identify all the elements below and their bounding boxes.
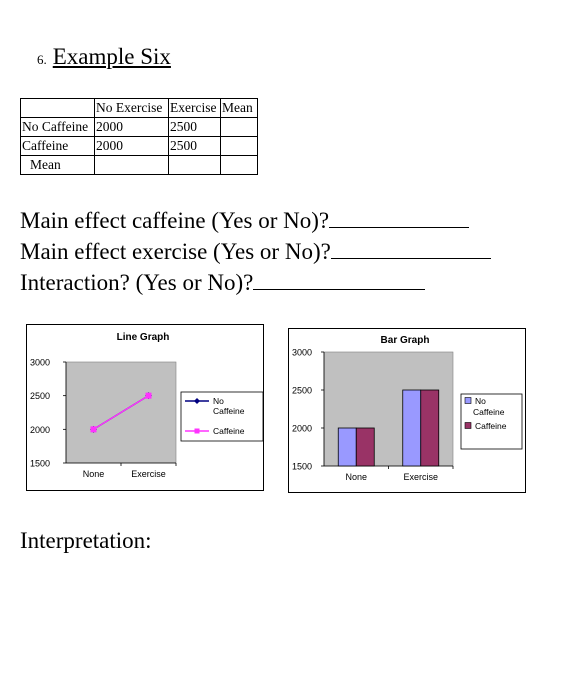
answer-blank[interactable] bbox=[329, 206, 470, 228]
x-tick-label: Exercise bbox=[403, 472, 438, 482]
x-tick-label: None bbox=[83, 469, 105, 479]
y-tick-label: 3000 bbox=[292, 348, 312, 358]
table-row-label: Caffeine bbox=[20, 136, 95, 156]
legend-label: Caffeine bbox=[213, 426, 245, 436]
table-cell: 2500 bbox=[168, 117, 221, 137]
table-header-row: No Exercise Exercise Mean bbox=[20, 98, 258, 118]
bar-graph: Bar Graph 1500 2000 2500 3000 None Exercise No… bbox=[288, 328, 526, 493]
series-line bbox=[93, 395, 149, 430]
interpretation-label: Interpretation: bbox=[20, 528, 152, 553]
line-graph-svg: Line Graph 1500 2000 2500 3000 None Exercise N… bbox=[26, 324, 264, 491]
x-tick-label: None bbox=[345, 472, 367, 482]
bar bbox=[337, 427, 357, 467]
question-item: Interaction? (Yes or No)? bbox=[20, 267, 491, 298]
bar bbox=[420, 389, 440, 467]
table-cell: 2000 bbox=[94, 117, 169, 137]
table-row-label: No Caffeine bbox=[20, 117, 95, 137]
x-tick-label: Exercise bbox=[131, 469, 166, 479]
table-header-cell: Exercise bbox=[168, 98, 221, 118]
table-cell bbox=[220, 117, 258, 137]
data-point bbox=[90, 426, 97, 433]
y-tick-label: 2000 bbox=[30, 425, 50, 435]
legend-marker bbox=[194, 428, 200, 434]
y-tick-label: 2500 bbox=[292, 386, 312, 396]
y-tick-label: 1500 bbox=[292, 462, 312, 472]
table-cell bbox=[168, 155, 221, 175]
table-cell: 2500 bbox=[168, 136, 221, 156]
legend-label: No Caffeine bbox=[213, 396, 245, 416]
legend-label: Caffeine bbox=[475, 421, 507, 431]
table-cell: 2000 bbox=[94, 136, 169, 156]
chart-title: Line Graph bbox=[117, 332, 170, 343]
table-cell bbox=[220, 136, 258, 156]
table-cell bbox=[20, 98, 95, 118]
heading-title: Example Six bbox=[52, 44, 171, 69]
heading-number: 6. bbox=[37, 52, 47, 67]
line-graph: Line Graph 1500 2000 2500 3000 None Exercise N… bbox=[26, 324, 264, 491]
answer-blank[interactable] bbox=[253, 268, 426, 290]
table-cell bbox=[220, 155, 258, 175]
answer-blank[interactable] bbox=[330, 237, 491, 259]
bar bbox=[402, 389, 422, 467]
question-item: Main effect exercise (Yes or No)? bbox=[20, 236, 491, 267]
bar bbox=[355, 427, 375, 467]
legend-marker bbox=[194, 398, 200, 404]
data-point bbox=[145, 392, 152, 399]
table-row: Caffeine 2000 2500 bbox=[20, 136, 258, 156]
y-tick-label: 1500 bbox=[30, 459, 50, 469]
question-text: Interaction? (Yes or No)? bbox=[20, 270, 254, 295]
question-item: Main effect caffeine (Yes or No)? bbox=[20, 205, 491, 236]
question-text: Main effect caffeine (Yes or No)? bbox=[20, 208, 330, 233]
y-tick-label: 3000 bbox=[30, 358, 50, 368]
question-text: Main effect exercise (Yes or No)? bbox=[20, 239, 331, 264]
legend-label: No Caffeine bbox=[473, 396, 505, 417]
table-header-cell: No Exercise bbox=[94, 98, 169, 118]
legend-swatch bbox=[464, 422, 472, 429]
chart-title: Bar Graph bbox=[381, 335, 430, 346]
table-row: Mean bbox=[20, 155, 258, 175]
table-row-label: Mean bbox=[20, 155, 95, 175]
table-cell bbox=[94, 155, 169, 175]
questions: Main effect caffeine (Yes or No)? Main e… bbox=[20, 205, 491, 298]
legend-swatch bbox=[464, 397, 472, 404]
bar-graph-svg: Bar Graph 1500 2000 2500 3000 None Exercise No… bbox=[288, 328, 526, 493]
table-row: No Caffeine 2000 2500 bbox=[20, 117, 258, 137]
heading: 6. Example Six bbox=[37, 44, 171, 70]
data-table: No Exercise Exercise Mean No Caffeine 20… bbox=[20, 98, 258, 175]
y-tick-label: 2500 bbox=[30, 391, 50, 401]
y-tick-label: 2000 bbox=[292, 424, 312, 434]
table-header-cell: Mean bbox=[220, 98, 258, 118]
